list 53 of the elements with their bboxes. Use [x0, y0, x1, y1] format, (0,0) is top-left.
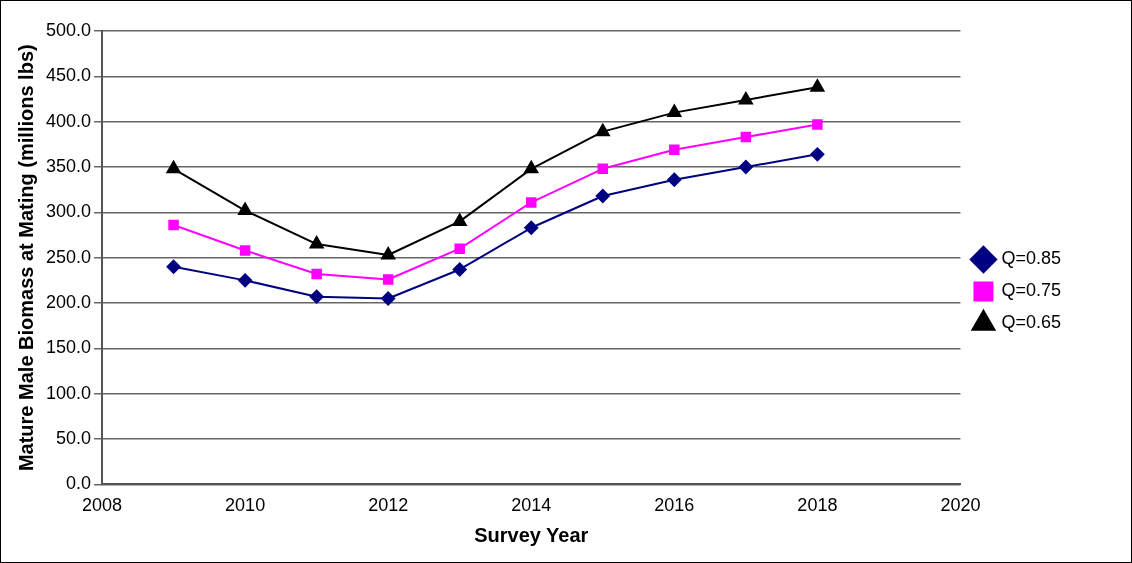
point	[381, 291, 396, 306]
x-tick-label: 2012	[368, 495, 409, 516]
y-tick-label: 450.0	[46, 65, 92, 86]
x-tick-label: 2010	[225, 495, 266, 516]
point	[238, 273, 253, 288]
legend-label: Q=0.65	[1001, 312, 1061, 333]
point	[597, 163, 609, 175]
point	[738, 160, 753, 175]
point	[738, 91, 753, 105]
point	[166, 259, 181, 274]
point	[454, 243, 465, 254]
point	[595, 189, 610, 204]
y-tick-label: 400.0	[46, 110, 92, 131]
point	[524, 160, 539, 174]
legend-label: Q=0.85	[1001, 248, 1061, 269]
point	[382, 274, 394, 285]
point	[452, 262, 467, 277]
y-tick-label: 350.0	[46, 155, 92, 176]
point	[669, 144, 680, 156]
y-tick-label: 250.0	[46, 246, 92, 267]
point	[595, 123, 610, 137]
x-tick-label: 2014	[511, 495, 552, 516]
point	[452, 213, 467, 226]
point	[311, 268, 322, 280]
point	[238, 202, 253, 216]
y-axis-title: Mature Male Biomass at Mating (millions lbs)	[14, 44, 37, 472]
x-axis-title: Survey Year	[474, 523, 589, 546]
point	[381, 246, 396, 260]
point	[166, 160, 181, 174]
x-tick-label: 2018	[797, 495, 838, 516]
legend-label: Q=0.75	[1001, 280, 1061, 301]
y-tick-label: 500.0	[46, 19, 92, 40]
x-tick-label: 2016	[654, 495, 695, 516]
point	[812, 119, 823, 130]
point	[239, 245, 251, 256]
point	[810, 147, 825, 162]
y-tick-label: 200.0	[46, 292, 92, 313]
point	[667, 172, 682, 187]
point	[810, 79, 825, 92]
point	[309, 289, 324, 304]
y-tick-label: 300.0	[46, 201, 92, 222]
y-tick-label: 50.0	[56, 428, 92, 449]
x-tick-label: 2008	[82, 495, 123, 516]
point	[526, 197, 537, 208]
point	[667, 104, 682, 118]
point	[524, 220, 539, 235]
y-tick-label: 150.0	[46, 337, 92, 358]
point	[168, 219, 179, 231]
point	[309, 236, 324, 249]
x-tick-label: 2020	[940, 495, 981, 516]
y-tick-label: 100.0	[46, 382, 92, 403]
y-tick-label: 0.0	[66, 473, 92, 494]
point	[740, 131, 752, 143]
